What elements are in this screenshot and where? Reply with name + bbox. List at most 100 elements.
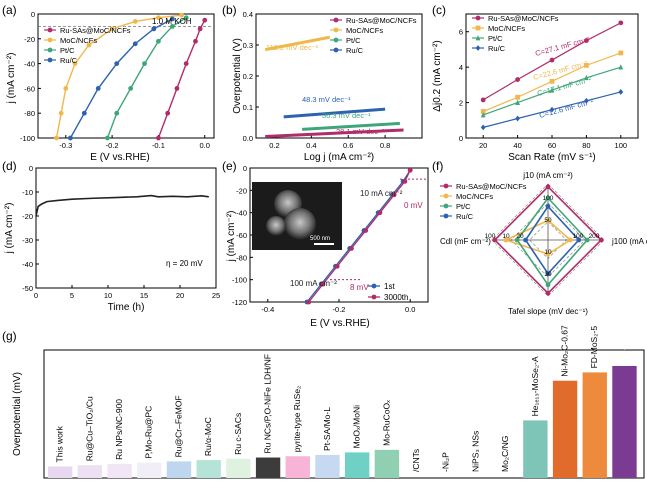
panel-a-x-tick-label: 0.0	[200, 141, 210, 150]
panel-e-data-point	[391, 192, 397, 198]
panel-a-data-point	[183, 15, 189, 21]
panel-c-data-point	[618, 20, 624, 26]
panel-a-legend-label: Ru-SAs@MoC/NCFs	[60, 26, 131, 35]
panel-b-legend-marker	[333, 27, 339, 33]
panel-f-legend-marker	[443, 193, 449, 199]
panel-g-bar	[523, 420, 548, 478]
panel-g-bar	[107, 463, 132, 478]
panel-d-ylabel: j (mA cm⁻²)	[4, 203, 15, 255]
panel-e-data-point	[377, 210, 383, 216]
panel-c-legend-label: Ru-SAs@MoC/NCFs	[488, 14, 559, 23]
panel-b-legend-label: Pt/C	[346, 36, 361, 45]
panel-e-x-tick-label: -0.4	[261, 305, 274, 314]
panel-g-bar	[315, 454, 340, 478]
panel-g-bar	[255, 457, 281, 478]
panel-d-x-tick-label: 25	[212, 291, 220, 300]
panel-b-y-tick-label: 0.4	[243, 10, 253, 19]
panel-e-y-tick-label: -60	[236, 231, 247, 240]
panel-f-vertex-marker	[492, 237, 498, 243]
panel-a-data-point	[81, 110, 87, 116]
panel-g-category-label: P,Mo-Ru@PC	[144, 406, 154, 459]
panel-e-y-tick-label: -120	[232, 298, 247, 307]
axes-layer	[35, 13, 622, 303]
panel-g-category-label: NiPS₃ NSs	[470, 431, 480, 472]
panel-a-legend-label: Pt/C	[60, 46, 75, 55]
panel-b-x-tick-label: 0.2	[269, 141, 279, 150]
panel-c-data-point	[549, 106, 555, 113]
panel-b-fit-line	[264, 35, 331, 52]
panel-b-x-tick-label: 0.8	[380, 141, 390, 150]
panel-c-x-tick-label: 40	[513, 141, 521, 150]
panel-d-x-tick-label: 15	[140, 291, 148, 300]
panel-f-legend-label: Ru/C	[456, 212, 474, 221]
panel-c-data-point	[480, 112, 486, 118]
panel-d-y-tick-label: 0	[29, 164, 33, 173]
panel-c-legend-label: Pt/C	[488, 34, 503, 43]
panel-f-vertex-marker	[545, 271, 551, 276]
panel-a-data-point	[54, 135, 59, 141]
panel-c-legend-marker	[475, 35, 481, 41]
panel-a-frame	[37, 13, 215, 139]
panel-f-legend-label: MoC/NCFs	[456, 192, 493, 201]
panel-g-bar	[196, 460, 221, 478]
panel-c-data-point	[584, 74, 589, 81]
panel-letter-g: (g)	[2, 329, 17, 343]
panel-f-vertex-marker	[503, 237, 509, 243]
panel-d-y-tick-label: -20	[22, 212, 33, 221]
panel-c-legend-marker	[475, 45, 481, 51]
panel-a-data-point	[132, 19, 138, 24]
panel-a-xlabel: E (V vs.RHE)	[90, 152, 149, 163]
panel-d-y-tick-label: -10	[22, 188, 33, 197]
panel-c-data-point	[618, 64, 624, 70]
panel-g-category-label: Mo₂C/NG	[500, 436, 510, 472]
panel-b-slope-label: 28.1 mV dec⁻¹	[336, 127, 385, 136]
panel-a-series-line	[157, 19, 206, 139]
panel-b-legend-label: Ru-SAs@MoC/NCFs	[346, 16, 417, 25]
panel-f-grid-ring	[491, 183, 605, 297]
panel-a-legend-label: MoC/NCFs	[60, 36, 97, 45]
panel-g-category-label: pyrite-type RuSe₂	[292, 386, 302, 453]
panel-d-annotation: η = 20 mV	[166, 259, 203, 268]
panel-c-y-tick-label: 0	[459, 134, 463, 143]
panel-c-data-point	[480, 97, 486, 103]
panel-c-y-tick-label: 6	[459, 28, 463, 37]
panel-b-ylabel: Overpotential (V)	[232, 38, 243, 114]
panel-e-y-tick-label: -100	[232, 276, 247, 285]
panel-a-legend-marker	[47, 57, 53, 63]
panel-a-y-tick-label: -100	[20, 134, 35, 143]
panel-c-data-point	[584, 97, 589, 104]
panel-e-data-point	[320, 281, 326, 287]
panel-e-data-point	[402, 179, 408, 184]
panel-c-data-point	[618, 50, 624, 56]
panel-a-data-point	[179, 12, 184, 18]
panel-c-x-tick-label: 60	[548, 141, 556, 150]
panel-a-data-point	[202, 17, 208, 23]
panel-e-data-point	[349, 246, 354, 251]
panel-f-vertex-marker	[514, 237, 520, 243]
panel-e-y-tick-label: 0	[243, 164, 247, 173]
panel-b-legend-marker	[333, 47, 339, 53]
panel-c-data-point	[618, 89, 624, 95]
panel-e-xlabel: E (V vs.RHE)	[310, 318, 369, 329]
panel-e-x-tick-label: 0.0	[405, 305, 415, 314]
panel-a-data-point	[169, 24, 175, 29]
panel-g-category-label: This work	[55, 425, 65, 462]
panel-f-legend-marker	[443, 183, 449, 189]
panel-c-data-point	[584, 62, 589, 68]
panel-g-bar	[582, 372, 607, 478]
panel-f-vertex-marker	[545, 184, 551, 190]
panel-a-data-point	[156, 15, 161, 21]
panel-a-data-point	[193, 38, 198, 44]
panel-letter-f: (f)	[432, 159, 443, 173]
sem-particle	[266, 216, 286, 236]
panel-a-data-point	[105, 135, 110, 141]
panel-b-x-tick-label: 0.4	[306, 141, 316, 150]
panel-g-bar	[77, 465, 103, 478]
panel-f-tick-label: 20	[516, 233, 524, 240]
panel-e-y-tick-label: -40	[236, 209, 247, 218]
panel-a-y-tick-label: 0	[31, 10, 35, 19]
panel-a-data-point	[114, 61, 120, 66]
panel-a-legend-label: Ru/C	[60, 56, 78, 65]
panel-a-y-tick-label: -60	[24, 84, 35, 93]
panel-e-data-point	[306, 299, 312, 305]
